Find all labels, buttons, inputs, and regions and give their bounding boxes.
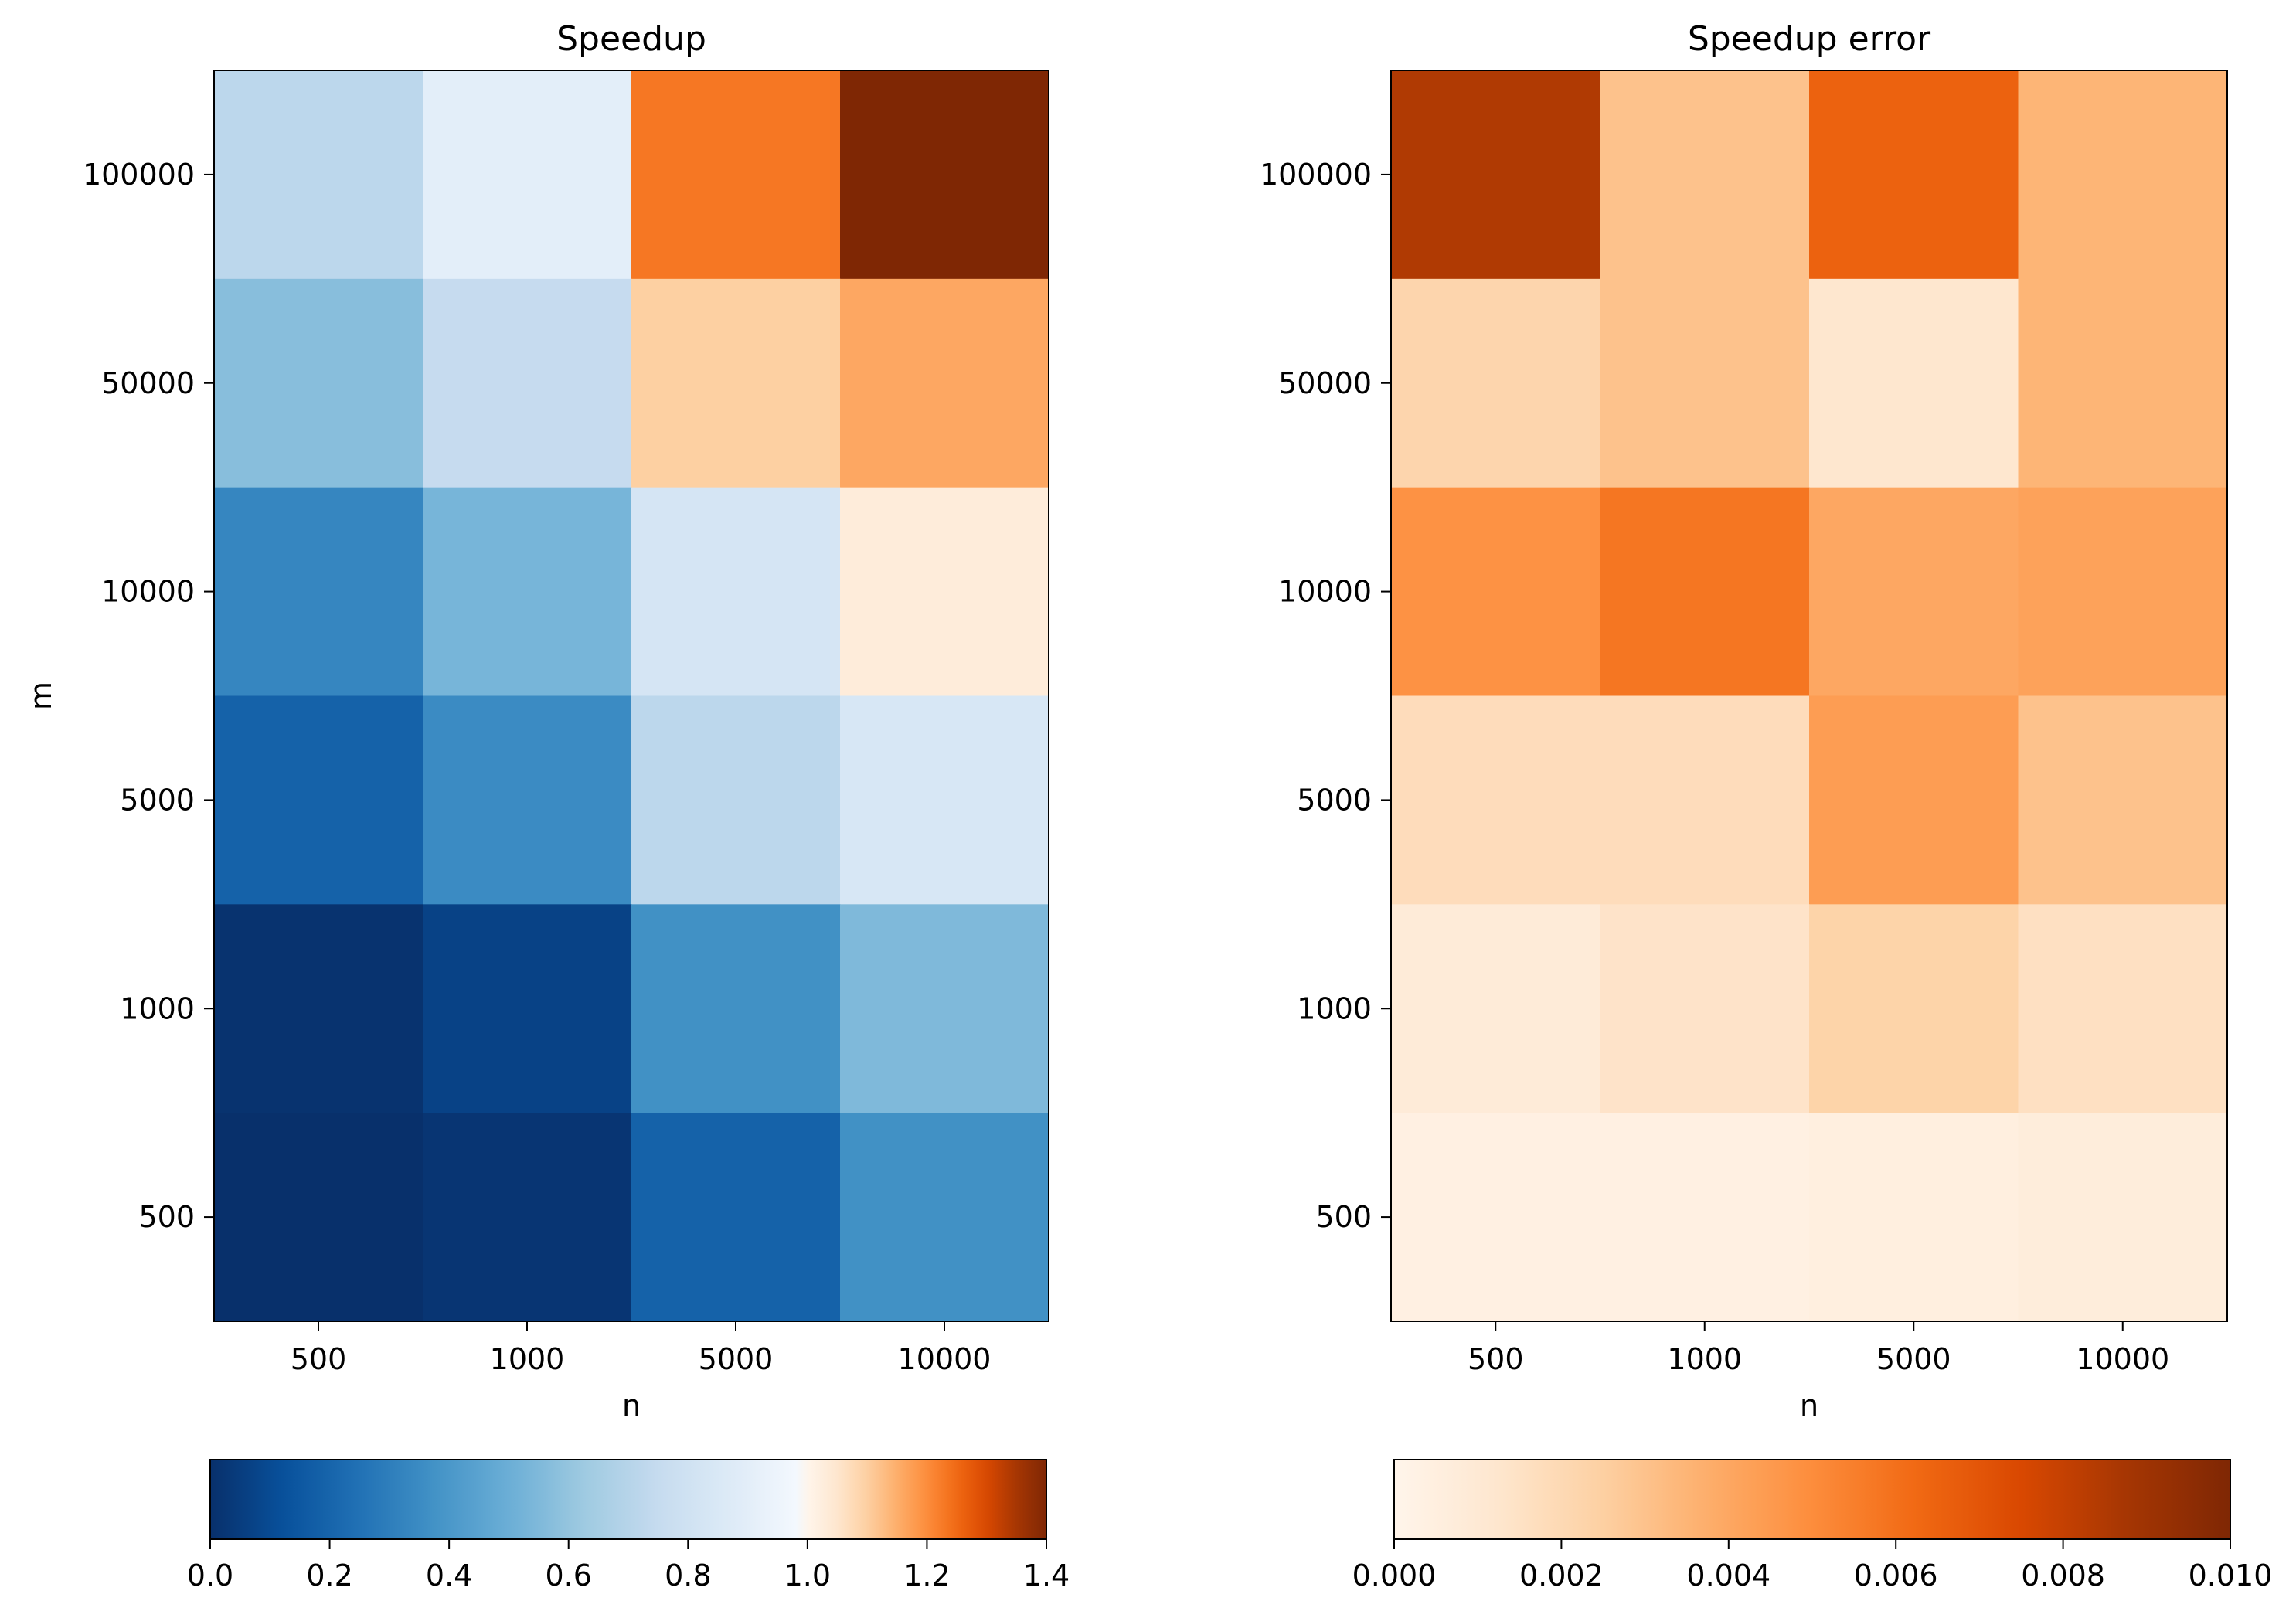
colorbar-tick-label: 0.002 <box>1519 1559 1604 1593</box>
heatmap-cell-r4-c0 <box>1391 904 1601 1113</box>
heatmap-cell-r5-c0 <box>1391 1113 1601 1322</box>
heatmap-cell-r2-c3 <box>2018 487 2228 697</box>
heatmap-cell-r3-c0 <box>1391 695 1601 905</box>
heatmap-cell-r5-c3 <box>840 1113 1049 1322</box>
heatmap-cell-r2-c2 <box>631 487 841 697</box>
heatmap-cell-r1-c0 <box>214 278 423 488</box>
heatmap-cell-r3-c1 <box>423 695 632 905</box>
heatmap-cell-r1-c2 <box>631 278 841 488</box>
heatmap-cell-r2-c1 <box>1600 487 1810 697</box>
colorbar-tick-label: 1.4 <box>1023 1559 1070 1593</box>
speedup-panel <box>204 70 1049 1549</box>
colorbar-tick-label: 0.4 <box>426 1559 472 1593</box>
heatmap-cell-r0-c3 <box>840 70 1049 280</box>
heatmap-cell-r0-c2 <box>631 70 841 280</box>
heatmap-cell-r3-c2 <box>631 695 841 905</box>
x-tick-label: 500 <box>291 1342 347 1376</box>
heatmap-cell-r1-c3 <box>2018 278 2228 488</box>
colorbar-tick-label: 0.004 <box>1686 1559 1770 1593</box>
x-tick-label: 10000 <box>2076 1342 2169 1376</box>
colorbar-tick-label: 0.0 <box>187 1559 233 1593</box>
heatmap-cell-r2-c1 <box>423 487 632 697</box>
y-tick-label: 1000 <box>1297 991 1372 1025</box>
heatmap-cell-r0-c0 <box>214 70 423 280</box>
colorbar-tick-label: 0.2 <box>306 1559 352 1593</box>
heatmap-cell-r4-c1 <box>423 904 632 1113</box>
heatmap-cell-r5-c2 <box>631 1113 841 1322</box>
heatmap-cell-r0-c1 <box>423 70 632 280</box>
x-tick-label: 1000 <box>490 1342 565 1376</box>
heatmap-cell-r5-c3 <box>2018 1113 2228 1322</box>
heatmap-cell-r0-c3 <box>2018 70 2228 280</box>
heatmap-cell-r1-c1 <box>423 278 632 488</box>
heatmap-cell-r3-c3 <box>840 695 1049 905</box>
heatmap-cell-r3-c2 <box>1809 695 2019 905</box>
heatmap-cell-r0-c2 <box>1809 70 2019 280</box>
chart-title: Speedup <box>556 19 706 59</box>
y-tick-label: 500 <box>1315 1200 1372 1234</box>
heatmap-cell-r3-c0 <box>214 695 423 905</box>
heatmap-cell-r4-c0 <box>214 904 423 1113</box>
heatmap-cell-r1-c1 <box>1600 278 1810 488</box>
y-tick-label: 100000 <box>83 158 195 192</box>
heatmap-cell-r0-c0 <box>1391 70 1601 280</box>
heatmap-cell-r4-c2 <box>1809 904 2019 1113</box>
heatmap-cell-r1-c3 <box>840 278 1049 488</box>
heatmap-cell-r4-c2 <box>631 904 841 1113</box>
colorbar-tick-label: 0.000 <box>1352 1559 1437 1593</box>
speedup-error-panel <box>1381 70 2231 1549</box>
heatmap-cell-r2-c0 <box>1391 487 1601 697</box>
heatmap-cell-r1-c0 <box>1391 278 1601 488</box>
y-tick-label: 5000 <box>120 783 195 817</box>
x-axis-label: n <box>1800 1389 1818 1423</box>
colorbar-tick-label: 0.008 <box>2021 1559 2105 1593</box>
colorbar-tick-label: 0.6 <box>545 1559 591 1593</box>
heatmap-cell-r4-c3 <box>2018 904 2228 1113</box>
heatmap-cell-r5-c2 <box>1809 1113 2019 1322</box>
colorbar <box>1393 1459 2231 1540</box>
heatmap-cell-r2-c0 <box>214 487 423 697</box>
heatmap-cell-r4-c3 <box>840 904 1049 1113</box>
plot-frame <box>213 70 1049 1322</box>
heatmap-cell-r2-c3 <box>840 487 1049 697</box>
y-tick-label: 10000 <box>101 575 195 609</box>
colorbar <box>209 1459 1047 1540</box>
heatmap-cell-r4-c1 <box>1600 904 1810 1113</box>
x-tick-label: 5000 <box>1876 1342 1951 1376</box>
y-tick-label: 100000 <box>1260 158 1372 192</box>
colorbar-tick-label: 0.006 <box>1854 1559 1938 1593</box>
y-tick-label: 10000 <box>1278 575 1372 609</box>
y-tick-label: 50000 <box>1278 366 1372 400</box>
plot-frame <box>1390 70 2228 1322</box>
heatmap-cell-r5-c0 <box>214 1113 423 1322</box>
colorbar-tick-label: 0.010 <box>2189 1559 2273 1593</box>
x-tick-label: 10000 <box>898 1342 992 1376</box>
y-axis-label: m <box>24 682 58 710</box>
heatmap-cell-r2-c2 <box>1809 487 2019 697</box>
y-tick-label: 50000 <box>101 366 195 400</box>
x-tick-label: 1000 <box>1667 1342 1742 1376</box>
heatmap-cell-r1-c2 <box>1809 278 2019 488</box>
colorbar-tick-label: 0.8 <box>665 1559 711 1593</box>
heatmap-cell-r0-c1 <box>1600 70 1810 280</box>
x-axis-label: n <box>622 1389 641 1423</box>
chart-title: Speedup error <box>1688 19 1931 59</box>
y-tick-label: 1000 <box>120 991 195 1025</box>
colorbar-tick-label: 1.2 <box>903 1559 950 1593</box>
heatmap-cell-r3-c1 <box>1600 695 1810 905</box>
heatmap-cell-r5-c1 <box>1600 1113 1810 1322</box>
colorbar-tick-label: 1.0 <box>784 1559 831 1593</box>
x-tick-label: 500 <box>1468 1342 1524 1376</box>
x-tick-label: 5000 <box>699 1342 774 1376</box>
heatmap-cell-r5-c1 <box>423 1113 632 1322</box>
y-tick-label: 5000 <box>1297 783 1372 817</box>
y-tick-label: 500 <box>138 1200 195 1234</box>
heatmap-cell-r3-c3 <box>2018 695 2228 905</box>
